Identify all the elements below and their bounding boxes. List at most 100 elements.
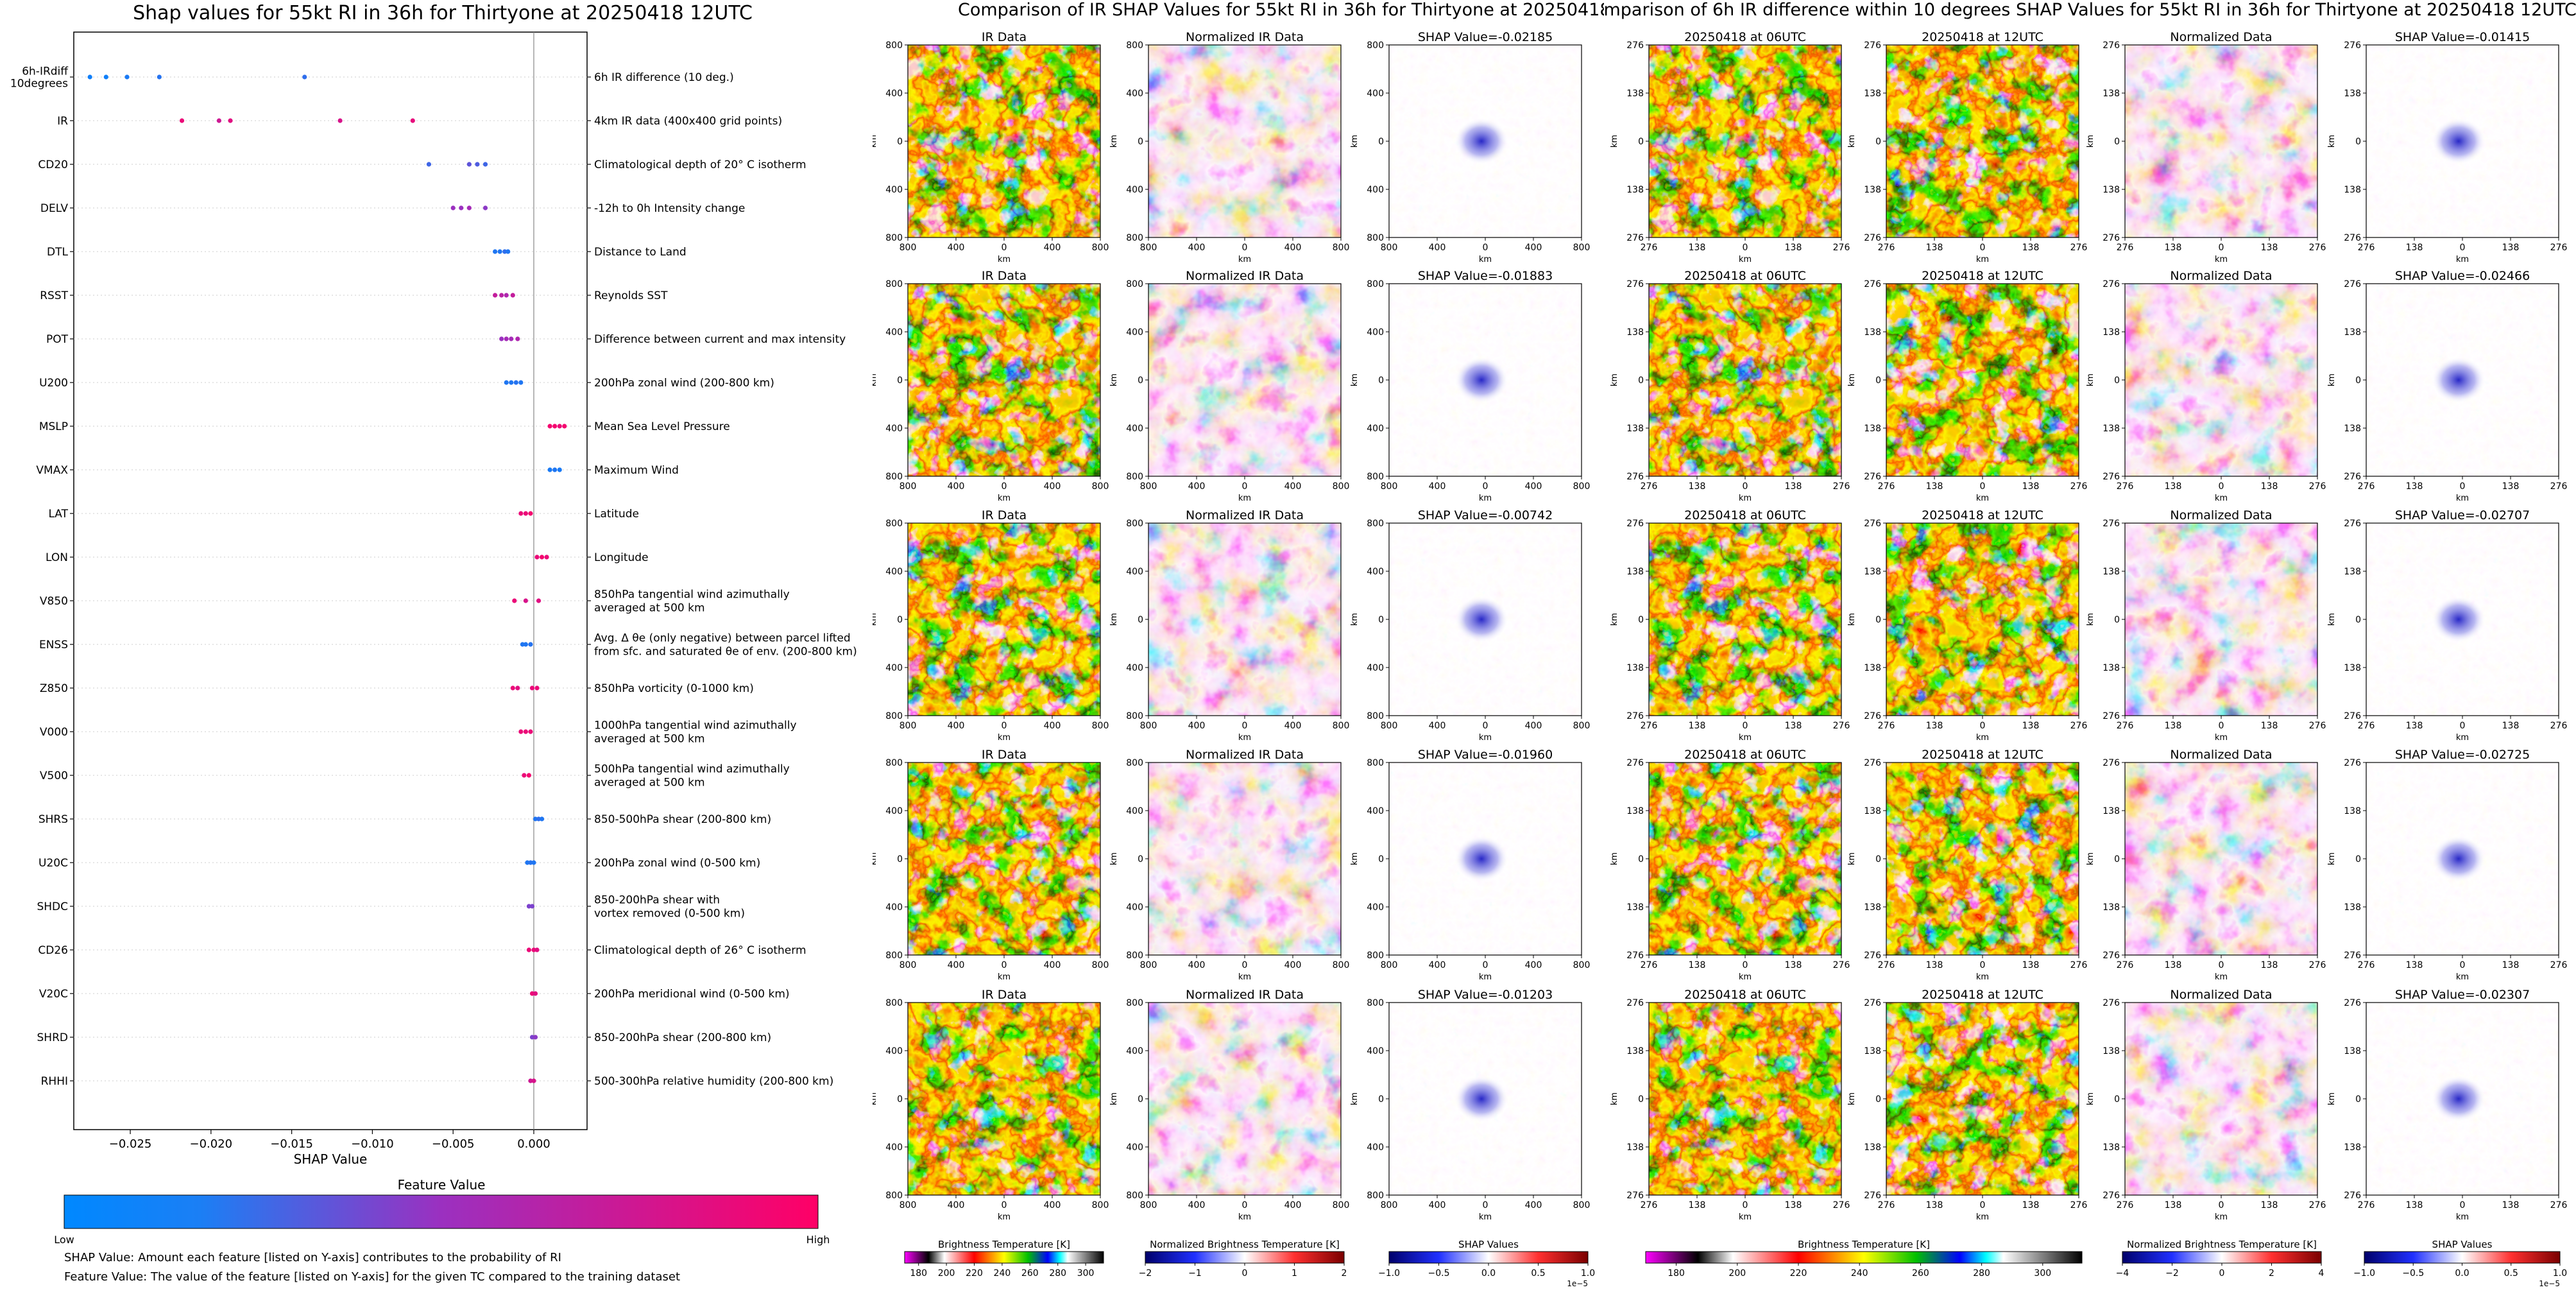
y-tick-label: 400 [1126,424,1143,434]
shap-point [547,467,552,472]
y-axis-label: km [1847,374,1857,386]
x-tick-label: 276 [2550,721,2568,731]
shap-point [216,118,222,123]
x-tick-label: 0 [2460,1200,2466,1210]
x-tick-label: 276 [1833,1200,1850,1210]
shap-point [504,293,509,298]
y-tick-label: 400 [885,1142,903,1153]
x-tick-label: 138 [2022,243,2040,253]
y-tick-label: 800 [1126,711,1143,721]
y-axis-label: km [1610,135,1619,148]
y-tick-label: 0 [2114,615,2120,625]
panel-title: SHAP Value=-0.00742 [1418,508,1553,522]
y-tick-label: 0 [1638,854,1644,865]
x-tick-label: 138 [2406,960,2423,970]
shap-point [509,380,514,385]
feature-description-label: 850-200hPa shear (200-800 km) [594,1031,771,1044]
x-axis-label: km [1238,1212,1251,1222]
x-axis-label: km [1739,972,1752,982]
y-tick-label: 276 [1626,711,1644,721]
y-axis-label: km [2086,374,2095,386]
x-tick-label: 800 [1140,1200,1157,1210]
y-tick-label: 138 [2344,902,2361,913]
ir-imagery [1649,762,1841,955]
ir-imagery [1886,523,2079,716]
colorbar-tick-label: 200 [938,1268,955,1279]
y-tick-label: 276 [2344,711,2361,721]
shap-negative-region [2432,596,2486,642]
y-tick-label: 800 [1126,1191,1143,1201]
y-tick-label: 0 [1638,1094,1644,1105]
shap-point [528,642,533,647]
x-axis-label: km [1976,733,1989,743]
y-tick-label: 276 [1626,233,1644,243]
y-tick-label: 0 [897,854,903,865]
x-tick-label: 400 [1284,481,1302,492]
x-axis-label: km [1479,1212,1492,1222]
y-tick-label: 276 [2344,472,2361,482]
y-tick-label: 138 [1626,1142,1644,1153]
colorbar-tick-label: 240 [1851,1268,1868,1279]
x-tick-label: 800 [1573,1200,1591,1210]
shap-point [450,205,456,211]
feature-description-label: 850-200hPa shear with vortex removed (0-5… [594,894,745,920]
y-tick-label: 800 [885,951,903,961]
panel-title: 20250418 at 06UTC [1684,748,1806,762]
shap-negative-region [1454,1076,1508,1122]
colorbar-tick-label: 280 [1973,1268,1990,1279]
shap-point [103,74,108,80]
shap-chart-title: Shap values for 55kt RI in 36h for Thirt… [133,2,753,24]
y-tick-label: 276 [1626,998,1644,1008]
shap-x-axis-label: SHAP Value [294,1151,368,1167]
shap-point [528,729,533,734]
x-tick-label: 800 [900,243,917,253]
y-tick-label: 276 [1626,40,1644,51]
colorbar: Brightness Temperature [K] 180 200 220 240 26… [1645,1239,2083,1279]
x-tick-label: 276 [1878,243,1895,253]
x-tick-label: 400 [948,481,965,492]
x-tick-label: 400 [1284,243,1302,253]
y-tick-label: 138 [2103,185,2120,195]
y-tick-label: 138 [1864,89,1881,99]
x-axis-label: km [2456,972,2469,982]
x-tick-label: 138 [2022,721,2040,731]
y-tick-label: 138 [2103,902,2120,913]
x-axis-label: km [1739,1212,1752,1222]
shap-point [520,642,525,647]
shap-point [534,555,540,560]
x-tick-label: 138 [2261,1200,2278,1210]
shap-point [523,511,529,516]
feature-description-label: Distance to Land [594,246,687,259]
feature-code-label: RHHI [41,1075,68,1088]
x-tick-label: 138 [2502,481,2520,492]
y-tick-label: 800 [885,998,903,1008]
shap-point [526,773,532,778]
y-tick-label: 0 [1138,375,1143,386]
y-axis-label: km [2327,1092,2337,1105]
shap-point [529,1035,535,1040]
x-tick-label: 138 [2406,243,2423,253]
shap-axes-frame [73,31,588,1130]
y-tick-label: 0 [897,1094,903,1105]
x-axis-label: km [2215,733,2228,743]
feature-description-label: Climatological depth of 26° C isotherm [594,944,806,957]
shap-point [482,162,488,167]
y-tick-label: 800 [1126,40,1143,51]
shap-point [534,685,540,691]
y-tick-label: 0 [1378,375,1384,386]
y-tick-label: 800 [1367,472,1384,482]
feature-code-label: V500 [40,770,68,782]
colorbar-low-label: Low [54,1234,74,1246]
x-tick-label: 400 [1188,960,1206,970]
x-axis-label: km [1479,972,1492,982]
x-tick-label: 800 [1140,481,1157,492]
feature-code-label: CD20 [38,159,68,171]
y-tick-label: 276 [1864,233,1881,243]
y-tick-label: 0 [2114,375,2120,386]
y-tick-label: 138 [2103,567,2120,577]
